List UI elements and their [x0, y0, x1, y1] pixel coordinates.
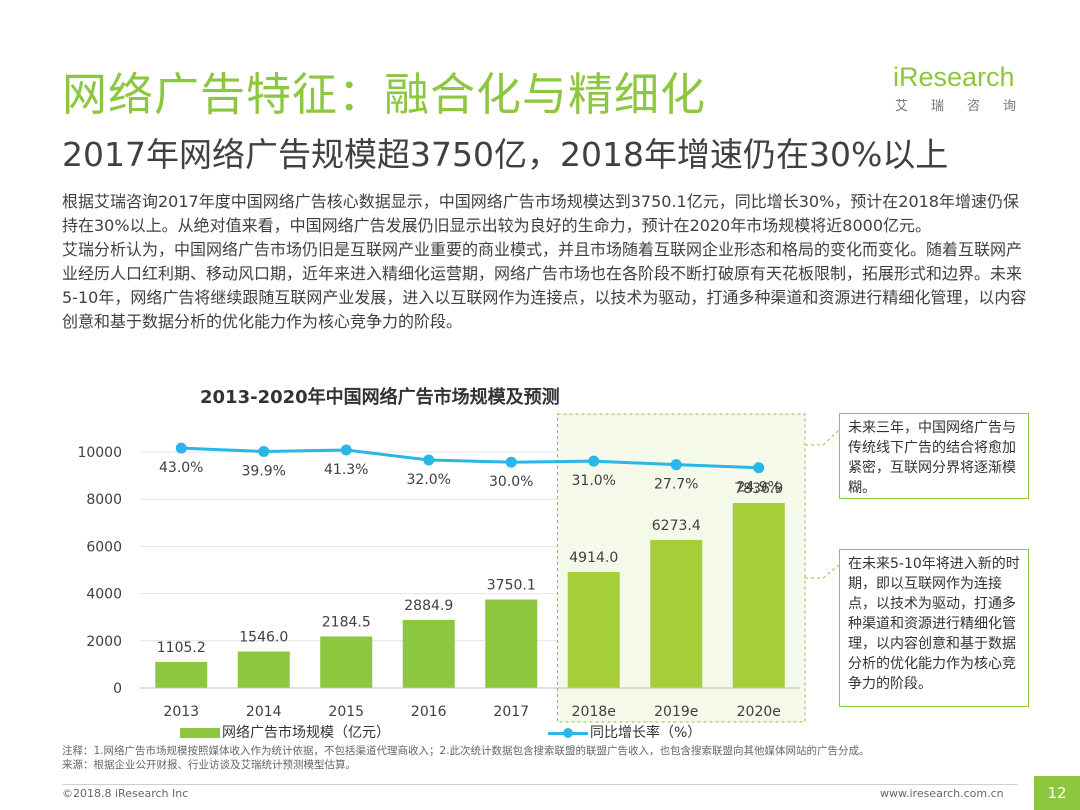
y-tick-label: 6000 [86, 539, 122, 555]
legend-label-market-size: 网络广告市场规模（亿元） [222, 725, 390, 741]
line-swatch-icon [548, 728, 588, 738]
bar [237, 651, 290, 688]
bar [732, 503, 785, 688]
bar [567, 572, 620, 688]
growth-point [340, 444, 352, 456]
bar [485, 599, 538, 688]
growth-line [181, 446, 759, 470]
bar-value-label: 1105.2 [157, 640, 206, 656]
x-tick-label: 2014 [246, 704, 282, 720]
growth-value-label: 27.7% [654, 477, 698, 493]
note-text: 注释：1.网络广告市场规模按照媒体收入作为统计依据，不包括渠道代理商收入；2.此… [62, 745, 870, 757]
footer-copyright: ©2018.8 iResearch Inc [62, 787, 189, 800]
body-paragraph-2: 艾瑞分析认为，中国网络广告市场仍旧是互联网产业重要的商业模式，并且市场随着互联网… [62, 240, 1027, 331]
x-tick-label: 2017 [493, 704, 529, 720]
callout-connector [805, 429, 840, 446]
legend-item-growth-rate: 同比增长率（%） [548, 722, 701, 742]
x-tick-label: 2016 [411, 704, 447, 720]
bar [650, 539, 703, 688]
bar-value-label: 7836.9 [734, 481, 783, 497]
y-tick-label: 8000 [86, 492, 122, 508]
legend-label-growth-rate: 同比增长率（%） [590, 725, 702, 741]
y-tick-label: 2000 [86, 634, 122, 650]
growth-value-label: 30.0% [489, 474, 533, 490]
growth-point [505, 456, 517, 468]
growth-value-label: 32.0% [407, 472, 451, 488]
bar-swatch-icon [180, 728, 220, 738]
bar [320, 636, 373, 688]
footer-website: www.iresearch.com.cn [880, 787, 1004, 800]
y-tick-label: 4000 [86, 587, 122, 603]
legend-item-market-size: 网络广告市场规模（亿元） [180, 722, 390, 742]
page-number: 12 [1034, 776, 1080, 810]
callout-connector [805, 564, 840, 579]
growth-value-label: 24.9% [737, 480, 781, 496]
bar-value-label: 3750.1 [487, 577, 536, 593]
iresearch-logo: iResearch 艾瑞咨询 [893, 62, 1043, 124]
y-tick-label: 0 [113, 681, 122, 697]
chart-notes: 注释：1.网络广告市场规模按照媒体收入作为统计依据，不包括渠道代理商收入；2.此… [62, 744, 870, 772]
bar-value-label: 2884.9 [404, 598, 453, 614]
growth-value-label: 31.0% [572, 473, 616, 489]
bar-value-label: 6273.4 [652, 518, 701, 534]
y-tick-label: 10000 [77, 445, 122, 461]
source-text: 来源：根据企业公开财报、行业访谈及艾瑞统计预测模型估算。 [62, 759, 356, 771]
growth-value-label: 39.9% [242, 464, 286, 480]
chart-title: 2013-2020年中国网络广告市场规模及预测 [200, 387, 560, 408]
bar [402, 619, 455, 688]
growth-point [670, 459, 682, 471]
page-subtitle: 2017年网络广告规模超3750亿，2018年增速仍在30%以上 [62, 135, 949, 174]
logo-main-text: iResearch [893, 62, 1015, 92]
bar-value-label: 1546.0 [239, 630, 288, 646]
growth-point [753, 462, 765, 474]
callout-future-5-10-years: 在未来5-10年将进入新的时期，即以互联网作为连接点，以技术为驱动，打通多种渠道… [839, 549, 1029, 707]
bar [155, 661, 208, 688]
page-title: 网络广告特征：融合化与精细化 [62, 68, 707, 121]
callout-future-three-years: 未来三年，中国网络广告与传统线下广告的结合将愈加紧密，互联网分界将逐渐模糊。 [839, 413, 1029, 499]
body-text: 根据艾瑞咨询2017年度中国网络广告核心数据显示，中国网络广告市场规模达到375… [62, 190, 1032, 334]
bar-value-label: 2184.5 [322, 614, 371, 630]
x-tick-label: 2019e [654, 704, 698, 720]
growth-point [258, 446, 270, 458]
x-tick-label: 2020e [737, 704, 781, 720]
x-tick-label: 2018e [572, 704, 616, 720]
growth-point [423, 454, 435, 466]
growth-value-label: 41.3% [324, 462, 368, 478]
growth-value-label: 43.0% [159, 460, 203, 476]
logo-sub-text: 艾瑞咨询 [895, 99, 1040, 114]
growth-point [588, 455, 600, 467]
bar-value-label: 4914.0 [569, 550, 618, 566]
body-paragraph-1: 根据艾瑞咨询2017年度中国网络广告核心数据显示，中国网络广告市场规模达到375… [62, 192, 1019, 235]
x-tick-label: 2013 [163, 704, 199, 720]
footer-divider [62, 784, 1018, 785]
growth-point [175, 442, 187, 454]
x-tick-label: 2015 [328, 704, 364, 720]
